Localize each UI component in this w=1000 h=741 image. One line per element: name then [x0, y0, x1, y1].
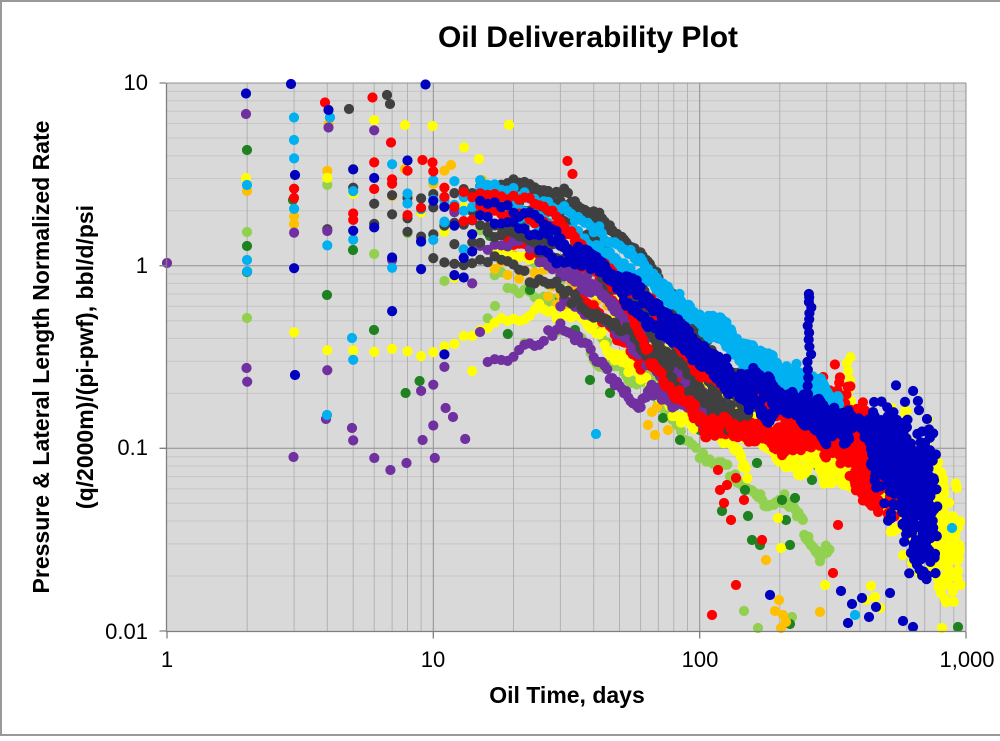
svg-text:0.1: 0.1: [117, 435, 148, 460]
svg-text:1,000: 1,000: [939, 647, 994, 672]
svg-text:1: 1: [136, 253, 148, 278]
svg-text:0.01: 0.01: [105, 619, 148, 644]
svg-text:(q/2000m)/(pi-pwf), bbl/d/psi: (q/2000m)/(pi-pwf), bbl/d/psi: [72, 205, 98, 509]
svg-text:1: 1: [161, 647, 173, 672]
svg-text:Pressure & Lateral Length Norm: Pressure & Lateral Length Normalized Rat…: [28, 121, 54, 594]
svg-text:Oil Deliverability Plot: Oil Deliverability Plot: [438, 21, 738, 54]
svg-text:10: 10: [421, 647, 445, 672]
svg-text:10: 10: [124, 70, 148, 95]
svg-text:100: 100: [682, 647, 719, 672]
svg-text:Oil Time, days: Oil Time, days: [489, 682, 645, 708]
